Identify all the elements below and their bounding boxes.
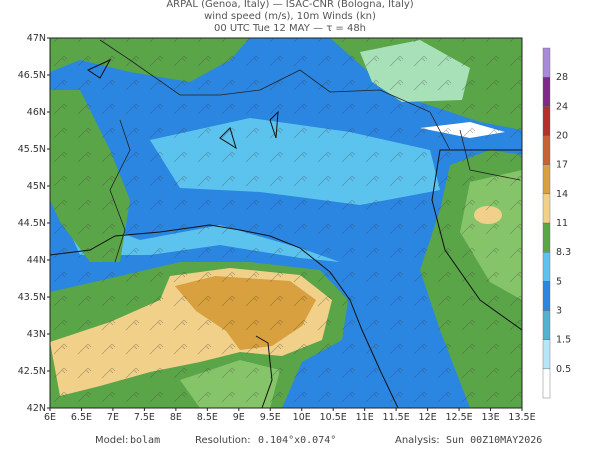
lon-label: 11.5E	[383, 412, 410, 423]
colorbar-segment	[542, 251, 551, 282]
map-field	[50, 38, 522, 408]
lon-label: 7.5E	[134, 412, 155, 423]
colorbar-segment	[542, 368, 551, 399]
title-line: wind speed (m/s), 10m Winds (kn)	[204, 11, 376, 22]
footer-value: 0.104°x0.074°	[258, 435, 336, 446]
lon-label: 7E	[107, 412, 119, 423]
colorbar-segment	[542, 135, 551, 165]
colorbar-segment	[542, 339, 551, 370]
footer-label: Model:	[95, 435, 128, 446]
lon-label: 8E	[170, 412, 182, 423]
lon-label: 8.5E	[197, 412, 218, 423]
lon-label: 13E	[481, 412, 499, 423]
colorbar-segment	[542, 47, 551, 78]
colorbar-label: 28	[556, 72, 568, 83]
lat-label: 44.5N	[18, 218, 46, 229]
lon-label: 9E	[233, 412, 245, 423]
lon-label: 6.5E	[71, 412, 92, 423]
title-line: 00 UTC Tue 12 MAY — τ = 48h	[214, 23, 366, 34]
colorbar-segment	[542, 164, 551, 195]
footer: Model: bolam Resolution: 0.104°x0.074° Analy…	[95, 435, 542, 446]
colorbar-segment	[542, 193, 551, 224]
lat-label: 43N	[27, 329, 46, 340]
lat-label: 45N	[27, 181, 46, 192]
colorbar-label: 3	[556, 306, 562, 317]
colorbar-label: 14	[556, 189, 568, 200]
colorbar-label: 8.3	[556, 247, 571, 258]
colorbar: 0.5 1.5 3 5 8.3 11 14 17 20 24 28	[542, 47, 571, 399]
lon-label: 6E	[44, 412, 56, 423]
lat-label: 44N	[27, 255, 46, 266]
colorbar-label: 24	[556, 101, 568, 112]
lon-label: 12.5E	[445, 412, 472, 423]
colorbar-label: 11	[556, 218, 568, 229]
footer-value: Sun 00Z10MAY2026	[446, 435, 542, 446]
lon-label: 11E	[356, 412, 374, 423]
lat-label: 46N	[27, 107, 46, 118]
colorbar-label: 0.5	[556, 364, 571, 375]
title-line: ARPAL (Genoa, Italy) — ISAC-CNR (Bologna…	[166, 0, 413, 10]
footer-label: Analysis:	[395, 435, 440, 446]
lat-label: 46.5N	[18, 70, 46, 81]
lon-label: 12E	[419, 412, 437, 423]
colorbar-segment	[542, 106, 551, 136]
colorbar-label: 17	[556, 160, 568, 171]
footer-label: Resolution:	[195, 435, 251, 446]
lon-label: 10.5E	[320, 412, 347, 423]
colorbar-label: 1.5	[556, 335, 571, 346]
colorbar-label: 5	[556, 276, 562, 287]
colorbar-segment	[542, 76, 551, 107]
colorbar-segment	[542, 310, 551, 340]
lon-label: 9.5E	[260, 412, 281, 423]
colorbar-label: 20	[556, 131, 568, 142]
lat-label: 45.5N	[18, 144, 46, 155]
colorbar-segment	[542, 281, 551, 311]
lon-label: 10E	[293, 412, 311, 423]
lat-label: 43.5N	[18, 292, 46, 303]
lat-label: 42.5N	[18, 366, 46, 377]
axes: 6E 6.5E 7E 7.5E 8E 8.5E 9E 9.5E 10E 10.5E 11E 11.5E…	[18, 33, 536, 423]
colorbar-segment	[542, 222, 551, 253]
footer-value: bolam	[130, 435, 160, 446]
lat-label: 47N	[27, 33, 46, 44]
lat-label: 42N	[27, 403, 46, 414]
lon-label: 13.5E	[508, 412, 535, 423]
